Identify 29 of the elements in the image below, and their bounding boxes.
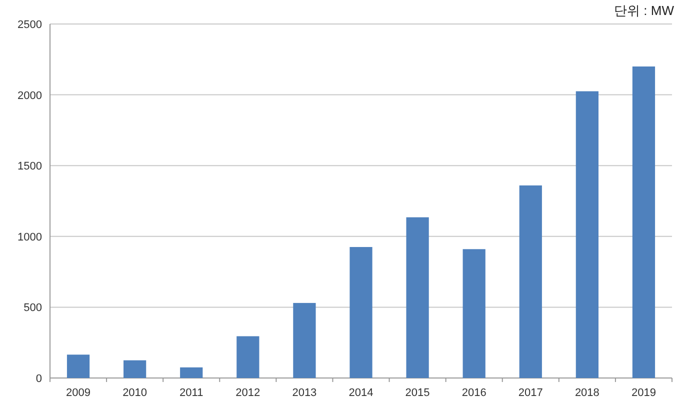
y-tick-label: 500 <box>24 302 42 314</box>
bar <box>180 367 203 378</box>
bar <box>519 185 542 378</box>
x-tick-label: 2016 <box>462 387 486 399</box>
bar <box>124 360 146 378</box>
x-tick-label: 2017 <box>518 387 543 399</box>
bar <box>66 354 90 378</box>
x-tick-label: 2018 <box>574 387 600 399</box>
bar <box>462 249 486 378</box>
bar <box>350 247 372 378</box>
x-tick-label: 2015 <box>405 387 430 399</box>
y-tick-label: 1000 <box>18 231 42 244</box>
bar <box>576 91 598 378</box>
x-tick-label: 2009 <box>66 387 91 399</box>
x-tick-label: 2019 <box>631 387 656 399</box>
x-tick-label: 2014 <box>348 387 374 399</box>
x-tick-label: 2011 <box>180 387 204 399</box>
bar <box>293 302 316 378</box>
bar <box>406 217 429 378</box>
x-tick-label: 2010 <box>122 387 148 399</box>
x-tick-label: 2013 <box>292 387 317 399</box>
y-tick-label: 2500 <box>18 19 42 31</box>
y-tick-label: 2000 <box>18 90 42 102</box>
bar <box>632 66 656 378</box>
y-tick-label: 0 <box>36 373 42 385</box>
x-tick-label: 2012 <box>236 387 260 399</box>
y-tick-label: 1500 <box>18 160 42 173</box>
bar <box>236 336 260 378</box>
text: 단위 : MW <box>614 3 675 18</box>
